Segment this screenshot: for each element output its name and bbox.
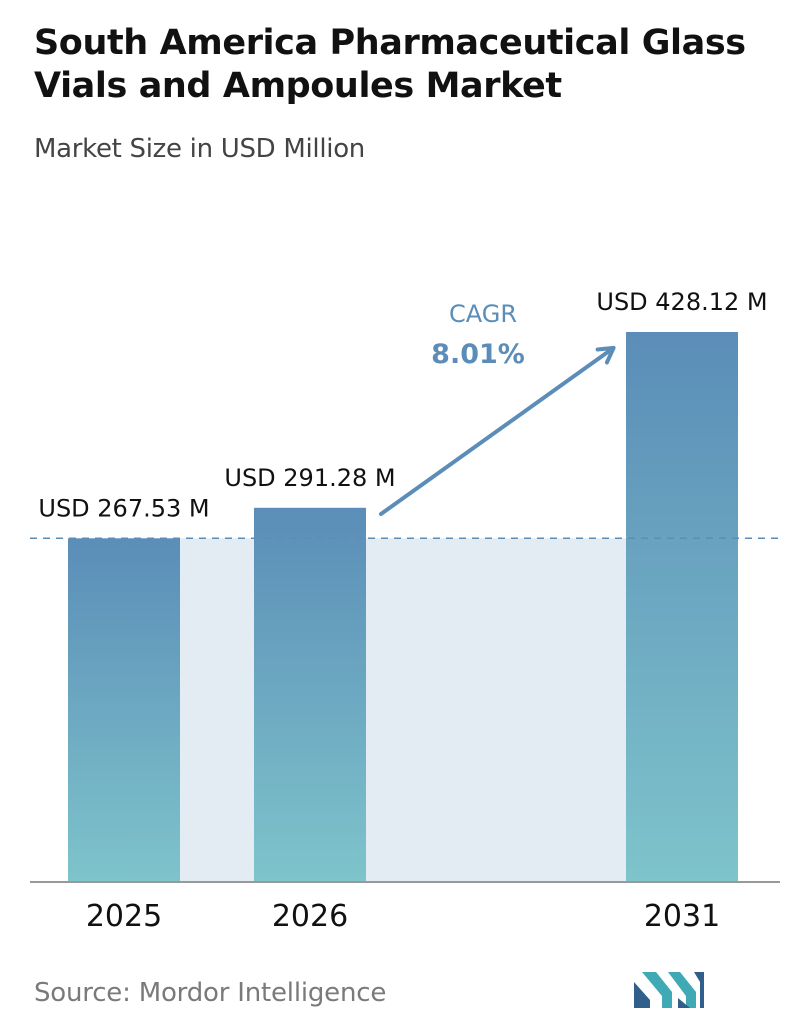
chart-title: South America Pharmaceutical Glass Vials… [34, 23, 746, 106]
value-label-2025: USD 267.53 M [38, 494, 209, 522]
category-label-2025: 2025 [86, 899, 162, 934]
bar-chart: USD 267.53 M 2025 USD 291.28 M 2026 USD 428.… [30, 288, 780, 934]
category-label-2026: 2026 [272, 899, 348, 934]
category-label-2031: 2031 [644, 899, 720, 934]
mordor-intelligence-logo [634, 972, 704, 1008]
bar-2026 [254, 507, 366, 882]
cagr-value: 8.01% [431, 339, 525, 370]
reference-area [180, 538, 626, 882]
value-label-2031: USD 428.12 M [596, 288, 767, 316]
chart-subtitle: Market Size in USD Million [34, 134, 365, 164]
cagr-label: CAGR [449, 300, 517, 328]
bar-2031 [626, 332, 738, 882]
source-text: Source: Mordor Intelligence [34, 978, 387, 1008]
cagr-arrow [379, 345, 616, 516]
bar-2025 [68, 538, 180, 882]
value-label-2026: USD 291.28 M [224, 464, 395, 492]
